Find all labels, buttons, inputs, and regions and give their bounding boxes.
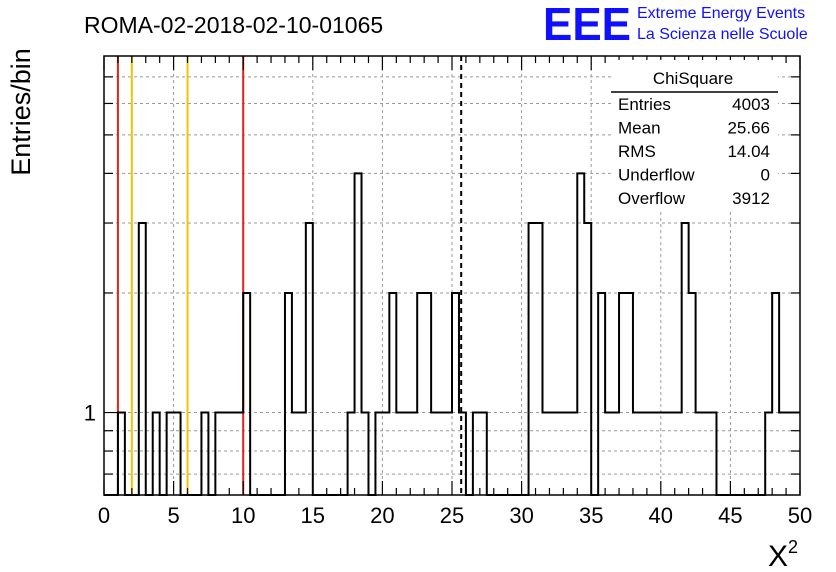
x-tick-label: 20	[370, 503, 394, 528]
x-axis-label-superscript: 2	[788, 537, 798, 557]
x-tick-label: 50	[788, 503, 812, 528]
x-tick-label: 10	[231, 503, 255, 528]
x-tick-label: 45	[718, 503, 742, 528]
stats-label: Mean	[618, 119, 661, 138]
x-tick-label: 30	[509, 503, 533, 528]
eee-logo-line2: La Scienza nelle Scuole	[637, 26, 808, 43]
stats-value: 14.04	[727, 142, 770, 161]
y-tick-label: 1	[84, 401, 96, 426]
histogram-outline	[104, 172, 800, 496]
eee-logo-mark: EEE	[543, 0, 631, 50]
marker-lines	[116, 56, 463, 495]
eee-logo-line1: Extreme Energy Events	[637, 5, 805, 22]
x-tick-labels: 0 5 10 15 20 25 30 35 40 45 50	[98, 503, 812, 528]
stats-box-title: ChiSquare	[653, 69, 733, 88]
axis-ticks	[103, 56, 801, 495]
stats-box-bg	[611, 60, 778, 210]
x-tick-label: 5	[167, 503, 179, 528]
eee-logo: EEE Extreme Energy Events La Scienza nel…	[543, 0, 808, 50]
stats-value: 25.66	[727, 119, 770, 138]
stats-label: Overflow	[618, 189, 686, 208]
stats-label: Underflow	[618, 166, 695, 185]
x-axis-label-base: X	[768, 540, 788, 572]
stats-value: 0	[761, 166, 770, 185]
stats-value: 3912	[732, 189, 770, 208]
stats-label: Entries	[618, 95, 671, 114]
stats-label: RMS	[618, 142, 656, 161]
x-tick-label: 0	[98, 503, 110, 528]
x-axis-label: X2	[768, 537, 798, 572]
y-axis-label: Entries/bin	[6, 48, 36, 176]
y-tick-labels: 1	[84, 401, 96, 426]
x-tick-label: 35	[579, 503, 603, 528]
x-tick-label: 40	[649, 503, 673, 528]
x-tick-label: 25	[440, 503, 464, 528]
chart-title: ROMA-02-2018-02-10-01065	[84, 12, 383, 38]
stats-value: 4003	[732, 95, 770, 114]
x-tick-label: 15	[301, 503, 325, 528]
stats-box: ChiSquare Entries 4003 Mean 25.66 RMS 14.04 Un…	[611, 60, 778, 210]
stats-rows: Entries 4003 Mean 25.66 RMS 14.04 Underflow 0 Ov…	[618, 95, 770, 208]
